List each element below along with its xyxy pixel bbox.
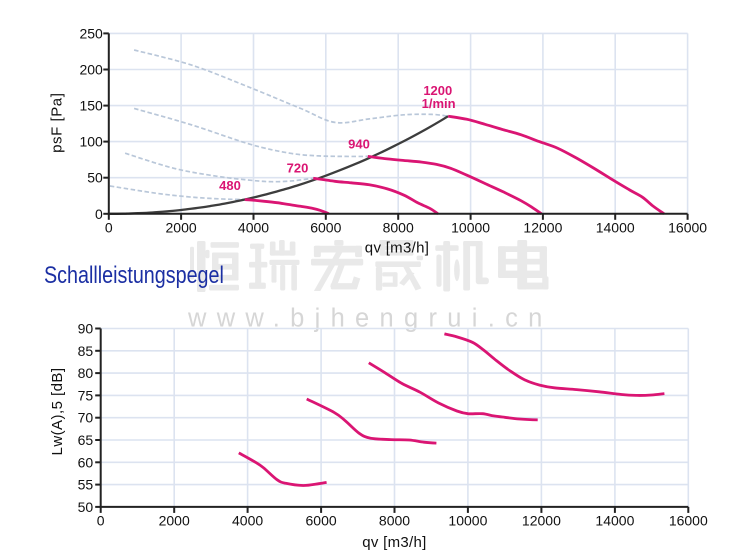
svg-text:16000: 16000 (669, 513, 708, 529)
svg-text:80: 80 (78, 365, 94, 381)
svg-text:www.bjhengrui.cn: www.bjhengrui.cn (187, 304, 553, 332)
svg-text:qv [m3/h]: qv [m3/h] (365, 239, 429, 256)
svg-text:50: 50 (87, 170, 103, 186)
svg-text:8000: 8000 (383, 220, 414, 236)
svg-text:0: 0 (95, 206, 103, 222)
svg-text:12000: 12000 (522, 513, 561, 529)
svg-text:75: 75 (78, 387, 94, 403)
svg-text:720: 720 (287, 160, 309, 175)
svg-text:10000: 10000 (448, 513, 487, 529)
svg-text:12000: 12000 (523, 220, 562, 236)
svg-text:150: 150 (79, 98, 103, 114)
svg-text:480: 480 (219, 178, 241, 193)
svg-text:65: 65 (78, 432, 94, 448)
svg-text:0: 0 (97, 513, 105, 529)
svg-text:14000: 14000 (596, 220, 635, 236)
svg-text:8000: 8000 (379, 513, 410, 529)
svg-text:4000: 4000 (238, 220, 269, 236)
svg-text:Lw(A),5 [dB]: Lw(A),5 [dB] (49, 368, 66, 456)
svg-text:1/min: 1/min (422, 96, 456, 111)
svg-text:4000: 4000 (232, 513, 263, 529)
svg-text:200: 200 (79, 62, 103, 78)
svg-text:14000: 14000 (595, 513, 634, 529)
svg-text:psF [Pa]: psF [Pa] (49, 93, 66, 153)
svg-text:90: 90 (78, 321, 94, 337)
svg-text:6000: 6000 (310, 220, 341, 236)
svg-text:85: 85 (78, 343, 94, 359)
svg-text:6000: 6000 (306, 513, 337, 529)
svg-text:0: 0 (105, 220, 113, 236)
svg-text:1200: 1200 (423, 83, 452, 98)
svg-text:16000: 16000 (668, 220, 707, 236)
svg-text:940: 940 (348, 137, 370, 152)
svg-text:qv [m3/h]: qv [m3/h] (362, 534, 426, 551)
svg-text:2000: 2000 (166, 220, 197, 236)
svg-text:55: 55 (78, 477, 94, 493)
svg-text:70: 70 (78, 410, 94, 426)
svg-text:2000: 2000 (159, 513, 190, 529)
svg-text:10000: 10000 (451, 220, 490, 236)
svg-text:250: 250 (79, 25, 103, 41)
svg-text:60: 60 (78, 454, 94, 470)
svg-text:100: 100 (79, 134, 103, 150)
svg-text:50: 50 (78, 499, 94, 515)
